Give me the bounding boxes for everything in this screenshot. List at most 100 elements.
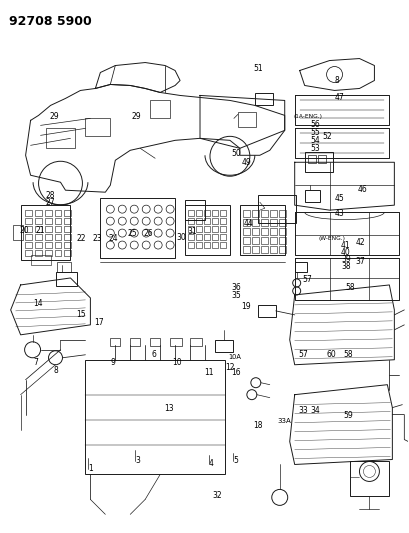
Bar bbox=[243, 219, 250, 226]
Bar bbox=[188, 218, 194, 224]
Bar bbox=[252, 228, 259, 235]
Text: (1A-ENG.): (1A-ENG.) bbox=[293, 114, 322, 119]
Bar bbox=[110, 338, 120, 346]
Text: 56: 56 bbox=[310, 120, 320, 129]
Text: 31: 31 bbox=[187, 228, 197, 237]
Text: 92708 5900: 92708 5900 bbox=[9, 15, 92, 28]
Bar bbox=[54, 242, 61, 248]
Bar bbox=[188, 242, 194, 248]
Bar bbox=[188, 226, 194, 232]
Bar bbox=[279, 237, 286, 244]
Bar bbox=[35, 250, 42, 256]
Bar bbox=[54, 234, 61, 240]
Text: 38: 38 bbox=[341, 262, 351, 271]
Bar bbox=[45, 234, 52, 240]
Bar bbox=[65, 210, 72, 216]
Text: 50: 50 bbox=[231, 149, 241, 158]
Bar bbox=[238, 112, 256, 127]
Bar bbox=[185, 200, 205, 220]
Bar bbox=[35, 234, 42, 240]
Text: 41: 41 bbox=[341, 241, 351, 251]
Bar bbox=[261, 237, 268, 244]
Bar bbox=[220, 234, 226, 240]
Bar bbox=[261, 210, 268, 217]
Bar bbox=[196, 218, 202, 224]
Bar bbox=[45, 210, 52, 216]
Text: 8: 8 bbox=[335, 76, 340, 85]
Bar bbox=[25, 250, 31, 256]
Bar bbox=[318, 155, 326, 163]
Bar bbox=[252, 219, 259, 226]
Bar bbox=[220, 210, 226, 216]
Text: 26: 26 bbox=[144, 229, 153, 238]
Bar bbox=[56, 262, 72, 272]
Text: 17: 17 bbox=[94, 318, 104, 327]
Bar bbox=[65, 218, 72, 224]
Bar bbox=[204, 210, 210, 216]
Text: 40: 40 bbox=[341, 248, 351, 257]
Text: 10A: 10A bbox=[228, 354, 241, 360]
Text: 43: 43 bbox=[335, 209, 345, 218]
Text: 13: 13 bbox=[164, 405, 173, 414]
Bar bbox=[204, 226, 210, 232]
Bar bbox=[196, 226, 202, 232]
Bar bbox=[295, 262, 307, 272]
Bar bbox=[150, 100, 170, 118]
Bar bbox=[270, 228, 277, 235]
Bar bbox=[258, 195, 296, 223]
Text: 12: 12 bbox=[225, 363, 234, 372]
Bar bbox=[308, 155, 316, 163]
Text: 7: 7 bbox=[33, 358, 38, 367]
Bar bbox=[25, 210, 31, 216]
Bar bbox=[25, 226, 31, 232]
Bar bbox=[270, 246, 277, 253]
Bar bbox=[220, 242, 226, 248]
Bar bbox=[85, 118, 110, 136]
Text: 42: 42 bbox=[355, 238, 365, 247]
Bar bbox=[212, 242, 218, 248]
Text: 28: 28 bbox=[45, 191, 55, 200]
Bar bbox=[261, 228, 268, 235]
Bar bbox=[130, 338, 140, 346]
Text: 57: 57 bbox=[302, 275, 312, 284]
Bar bbox=[45, 128, 75, 148]
Text: 4: 4 bbox=[209, 459, 213, 467]
Text: 55: 55 bbox=[310, 128, 320, 137]
Bar bbox=[54, 210, 61, 216]
Bar bbox=[45, 250, 52, 256]
Bar bbox=[258, 305, 276, 317]
Bar bbox=[20, 205, 70, 260]
Bar bbox=[243, 228, 250, 235]
Bar bbox=[243, 210, 250, 217]
Text: 6: 6 bbox=[151, 350, 156, 359]
Text: 47: 47 bbox=[335, 93, 345, 102]
Bar bbox=[150, 338, 160, 346]
Bar bbox=[240, 205, 285, 255]
Text: 29: 29 bbox=[49, 112, 59, 121]
Bar bbox=[56, 272, 77, 286]
Bar bbox=[252, 210, 259, 217]
Text: 15: 15 bbox=[76, 310, 86, 319]
Text: 1: 1 bbox=[88, 464, 93, 473]
Bar bbox=[65, 250, 72, 256]
Text: 24: 24 bbox=[109, 235, 118, 244]
Text: 34: 34 bbox=[310, 406, 320, 415]
Text: 46: 46 bbox=[357, 185, 367, 194]
Text: 32: 32 bbox=[213, 490, 222, 499]
Bar bbox=[45, 242, 52, 248]
Text: 9: 9 bbox=[111, 358, 116, 367]
Text: 54: 54 bbox=[310, 136, 320, 145]
Bar bbox=[279, 219, 286, 226]
Bar bbox=[215, 340, 233, 352]
Text: 22: 22 bbox=[76, 235, 85, 244]
Bar bbox=[212, 234, 218, 240]
Text: 23: 23 bbox=[92, 235, 102, 244]
Bar bbox=[25, 218, 31, 224]
Bar bbox=[279, 246, 286, 253]
Bar bbox=[45, 226, 52, 232]
Bar bbox=[54, 226, 61, 232]
Bar bbox=[188, 210, 194, 216]
Text: 36: 36 bbox=[231, 283, 241, 292]
Text: 57: 57 bbox=[298, 350, 308, 359]
Text: 3: 3 bbox=[135, 456, 140, 465]
